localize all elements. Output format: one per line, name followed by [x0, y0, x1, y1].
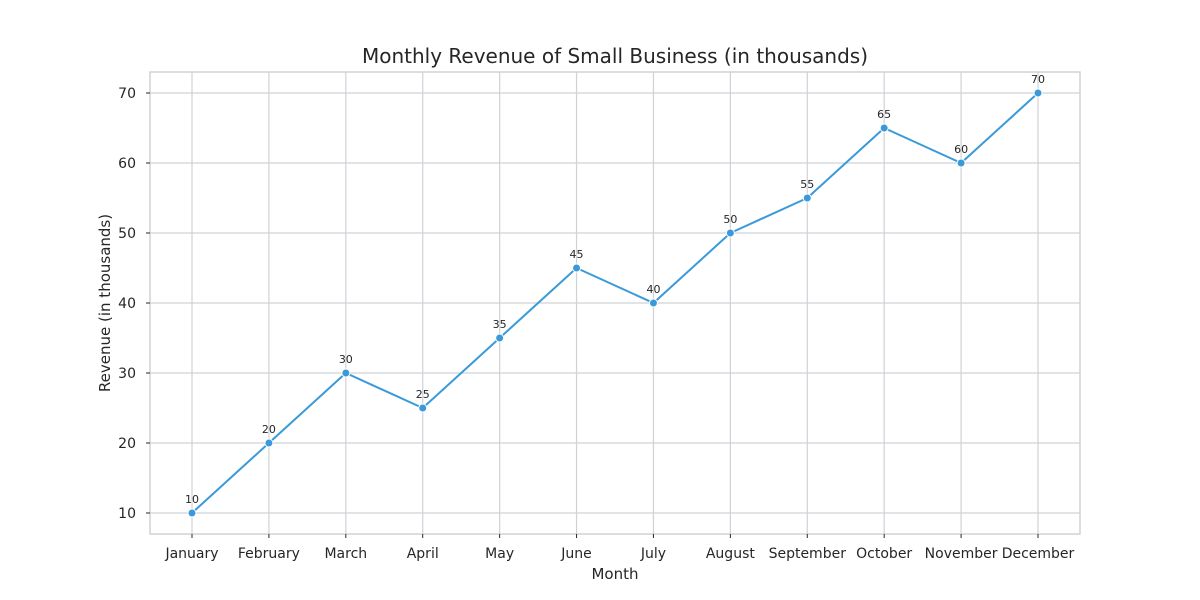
y-axis-ticks: 10 20 30 40 50 60 70: [118, 86, 150, 522]
data-label: 45: [570, 248, 584, 261]
y-tick-label: 70: [118, 86, 136, 102]
data-point: [418, 403, 428, 413]
data-point: [648, 298, 658, 308]
x-axis-ticks: January February March April May June July Augu…: [164, 534, 1075, 562]
data-label: 40: [646, 283, 660, 296]
x-tick-label: March: [324, 546, 367, 562]
x-tick-label: July: [640, 546, 666, 562]
x-tick-label: April: [407, 546, 439, 562]
data-point: [572, 263, 582, 273]
data-label: 60: [954, 143, 968, 156]
y-tick-label: 50: [118, 226, 136, 242]
x-tick-label: May: [485, 546, 514, 562]
x-tick-label: February: [238, 546, 300, 562]
data-point: [264, 438, 274, 448]
data-labels: 10 20 30 25 35 45 40 50 55 65 60 70: [185, 73, 1045, 506]
data-point: [341, 368, 351, 378]
data-label: 50: [723, 213, 737, 226]
y-axis-label: Revenue (in thousands): [96, 214, 114, 392]
data-point: [725, 228, 735, 238]
data-point: [1033, 88, 1043, 98]
x-tick-label: December: [1002, 546, 1075, 562]
data-point: [879, 123, 889, 133]
data-point: [956, 158, 966, 168]
x-tick-label: October: [856, 546, 912, 562]
x-tick-label: September: [769, 546, 847, 562]
data-point: [802, 193, 812, 203]
data-label: 10: [185, 493, 199, 506]
y-tick-label: 20: [118, 436, 136, 452]
y-tick-label: 60: [118, 156, 136, 172]
chart-title: Monthly Revenue of Small Business (in th…: [362, 44, 868, 68]
data-label: 65: [877, 108, 891, 121]
y-tick-label: 40: [118, 296, 136, 312]
data-point: [187, 508, 197, 518]
data-label: 20: [262, 423, 276, 436]
data-label: 30: [339, 353, 353, 366]
series-line: [191, 92, 1039, 514]
x-tick-label: November: [925, 546, 998, 562]
data-point: [495, 333, 505, 343]
x-axis-label: Month: [591, 565, 638, 583]
x-tick-label: June: [560, 546, 592, 562]
data-label: 35: [493, 318, 507, 331]
x-tick-label: August: [706, 546, 756, 562]
x-tick-label: January: [164, 546, 218, 562]
grid-layer: [150, 72, 1080, 534]
data-label: 55: [800, 178, 814, 191]
data-label: 70: [1031, 73, 1045, 86]
y-tick-label: 30: [118, 366, 136, 382]
data-label: 25: [416, 388, 430, 401]
y-tick-label: 10: [118, 506, 136, 522]
series-layer: [187, 88, 1043, 518]
